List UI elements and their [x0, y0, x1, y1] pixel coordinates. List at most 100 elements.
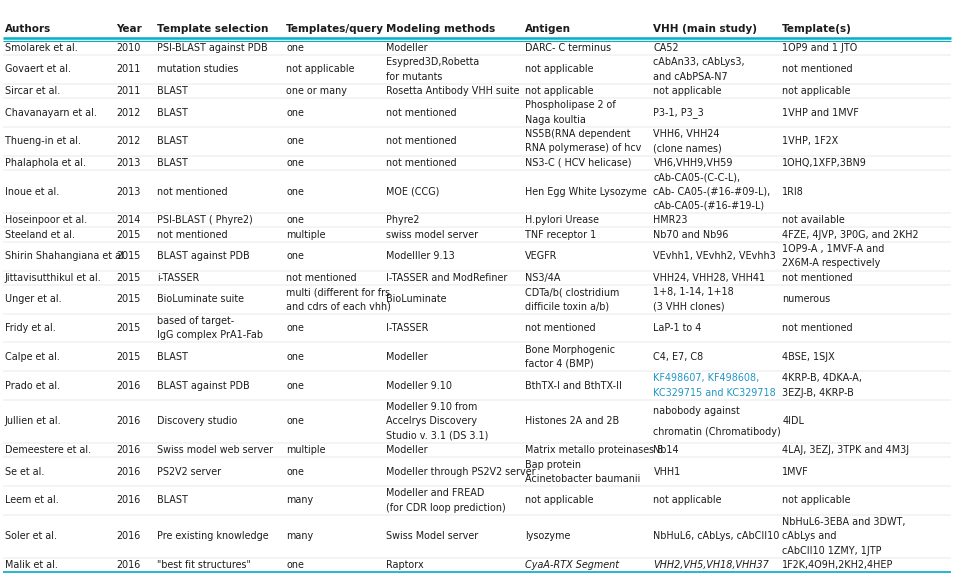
Text: P3-1, P3_3: P3-1, P3_3: [653, 107, 703, 118]
Text: LaP-1 to 4: LaP-1 to 4: [653, 323, 701, 333]
Text: not mentioned: not mentioned: [286, 272, 356, 283]
Text: Swiss model web server: Swiss model web server: [157, 445, 274, 455]
Text: 2010: 2010: [116, 43, 141, 53]
Text: Modeller: Modeller: [386, 445, 428, 455]
Text: Modeller through PS2V2 server: Modeller through PS2V2 server: [386, 467, 536, 476]
Text: 2016: 2016: [116, 560, 140, 570]
Text: "best fit structures": "best fit structures": [157, 560, 251, 570]
Text: Phalaphola et al.: Phalaphola et al.: [5, 158, 86, 168]
Text: Soler et al.: Soler et al.: [5, 532, 57, 541]
Text: not applicable: not applicable: [653, 86, 721, 96]
Text: I-TASSER and ModRefiner: I-TASSER and ModRefiner: [386, 272, 507, 283]
Text: Fridy et al.: Fridy et al.: [5, 323, 55, 333]
Text: 2015: 2015: [116, 323, 141, 333]
Text: not mentioned: not mentioned: [157, 229, 228, 239]
Text: 4IDL: 4IDL: [781, 417, 803, 426]
Text: Modeller: Modeller: [386, 352, 428, 362]
Text: 2011: 2011: [116, 64, 141, 74]
Text: 2015: 2015: [116, 295, 141, 304]
Text: 2013: 2013: [116, 158, 141, 168]
Text: cAb-CA05-(#16-#19-L): cAb-CA05-(#16-#19-L): [653, 201, 763, 211]
Text: one: one: [286, 216, 304, 225]
Text: 1VHP, 1F2X: 1VHP, 1F2X: [781, 137, 838, 146]
Text: cAb-CA05-(C-C-L),: cAb-CA05-(C-C-L),: [653, 172, 740, 182]
Text: Template(s): Template(s): [781, 24, 851, 34]
Text: (for CDR loop prediction): (for CDR loop prediction): [386, 503, 506, 512]
Text: 2015: 2015: [116, 251, 141, 261]
Text: Hoseinpoor et al.: Hoseinpoor et al.: [5, 216, 87, 225]
Text: KC329715 and KC329718: KC329715 and KC329718: [653, 388, 776, 397]
Text: CyaA-RTX Segment: CyaA-RTX Segment: [524, 560, 618, 570]
Text: Discovery studio: Discovery studio: [157, 417, 237, 426]
Text: 2012: 2012: [116, 107, 140, 117]
Text: Acinetobacter baumanii: Acinetobacter baumanii: [524, 474, 639, 484]
Text: nabobody against: nabobody against: [653, 406, 740, 415]
Text: Jittavisutthikul et al.: Jittavisutthikul et al.: [5, 272, 101, 283]
Text: KF498607, KF498608,: KF498607, KF498608,: [653, 374, 759, 383]
Text: 2016: 2016: [116, 532, 140, 541]
Text: lysozyme: lysozyme: [524, 532, 570, 541]
Text: not available: not available: [781, 216, 844, 225]
Text: 2016: 2016: [116, 381, 140, 390]
Text: 2016: 2016: [116, 445, 140, 455]
Text: 1VHP and 1MVF: 1VHP and 1MVF: [781, 107, 858, 117]
Text: PSI-BLAST against PDB: PSI-BLAST against PDB: [157, 43, 268, 53]
Text: PSI-BLAST ( Phyre2): PSI-BLAST ( Phyre2): [157, 216, 253, 225]
Text: Swiss Model server: Swiss Model server: [386, 532, 478, 541]
Text: 2011: 2011: [116, 86, 141, 96]
Text: Shirin Shahangiana et al.: Shirin Shahangiana et al.: [5, 251, 127, 261]
Text: 4LAJ, 3EZJ, 3TPK and 4M3J: 4LAJ, 3EZJ, 3TPK and 4M3J: [781, 445, 908, 455]
Text: H.pylori Urease: H.pylori Urease: [524, 216, 598, 225]
Text: Phospholipase 2 of: Phospholipase 2 of: [524, 101, 615, 110]
Text: PS2V2 server: PS2V2 server: [157, 467, 221, 476]
Text: 1OP9-A , 1MVF-A and: 1OP9-A , 1MVF-A and: [781, 244, 883, 254]
Text: difficile toxin a/b): difficile toxin a/b): [524, 302, 608, 311]
Text: Smolarek et al.: Smolarek et al.: [5, 43, 77, 53]
Text: BLAST against PDB: BLAST against PDB: [157, 381, 250, 390]
Text: not mentioned: not mentioned: [781, 64, 852, 74]
Text: for mutants: for mutants: [386, 71, 442, 81]
Text: 1RI8: 1RI8: [781, 187, 803, 196]
Text: Leem et al.: Leem et al.: [5, 496, 58, 505]
Text: not applicable: not applicable: [653, 496, 721, 505]
Text: Modeller: Modeller: [386, 43, 428, 53]
Text: not applicable: not applicable: [781, 86, 850, 96]
Text: Templates/query: Templates/query: [286, 24, 384, 34]
Text: factor 4 (BMP): factor 4 (BMP): [524, 359, 593, 369]
Text: numerous: numerous: [781, 295, 830, 304]
Text: MOE (CCG): MOE (CCG): [386, 187, 439, 196]
Text: C4, E7, C8: C4, E7, C8: [653, 352, 703, 362]
Text: BLAST against PDB: BLAST against PDB: [157, 251, 250, 261]
Text: and cdrs of each vhh): and cdrs of each vhh): [286, 302, 391, 311]
Text: not applicable: not applicable: [524, 86, 593, 96]
Text: NS5B(RNA dependent: NS5B(RNA dependent: [524, 129, 630, 139]
Text: Inoue et al.: Inoue et al.: [5, 187, 59, 196]
Text: Unger et al.: Unger et al.: [5, 295, 61, 304]
Text: not mentioned: not mentioned: [157, 187, 228, 196]
Text: CDTa/b( clostridium: CDTa/b( clostridium: [524, 287, 618, 297]
Text: based of target-: based of target-: [157, 316, 234, 326]
Text: multiple: multiple: [286, 445, 325, 455]
Text: RNA polymerase) of hcv: RNA polymerase) of hcv: [524, 144, 640, 153]
Text: Histones 2A and 2B: Histones 2A and 2B: [524, 417, 618, 426]
Text: Modeller 9.10: Modeller 9.10: [386, 381, 452, 390]
Text: 3EZJ-B, 4KRP-B: 3EZJ-B, 4KRP-B: [781, 388, 853, 397]
Text: not mentioned: not mentioned: [781, 323, 852, 333]
Text: cAbAn33, cAbLys3,: cAbAn33, cAbLys3,: [653, 57, 744, 67]
Text: I-TASSER: I-TASSER: [386, 323, 428, 333]
Text: NbHuL6-3EBA and 3DWT,: NbHuL6-3EBA and 3DWT,: [781, 517, 904, 527]
Text: not mentioned: not mentioned: [524, 323, 595, 333]
Text: TNF receptor 1: TNF receptor 1: [524, 229, 596, 239]
Text: (3 VHH clones): (3 VHH clones): [653, 302, 724, 311]
Text: Jullien et al.: Jullien et al.: [5, 417, 61, 426]
Text: Se et al.: Se et al.: [5, 467, 44, 476]
Text: 4BSE, 1SJX: 4BSE, 1SJX: [781, 352, 834, 362]
Text: NbHuL6, cAbLys, cAbCII10: NbHuL6, cAbLys, cAbCII10: [653, 532, 779, 541]
Text: BthTX-I and BthTX-II: BthTX-I and BthTX-II: [524, 381, 621, 390]
Text: Chavanayarn et al.: Chavanayarn et al.: [5, 107, 96, 117]
Text: (clone names): (clone names): [653, 144, 721, 153]
Text: 1+8, 1-14, 1+18: 1+8, 1-14, 1+18: [653, 287, 734, 297]
Text: Nb14: Nb14: [653, 445, 679, 455]
Text: Govaert et al.: Govaert et al.: [5, 64, 71, 74]
Text: 2013: 2013: [116, 187, 141, 196]
